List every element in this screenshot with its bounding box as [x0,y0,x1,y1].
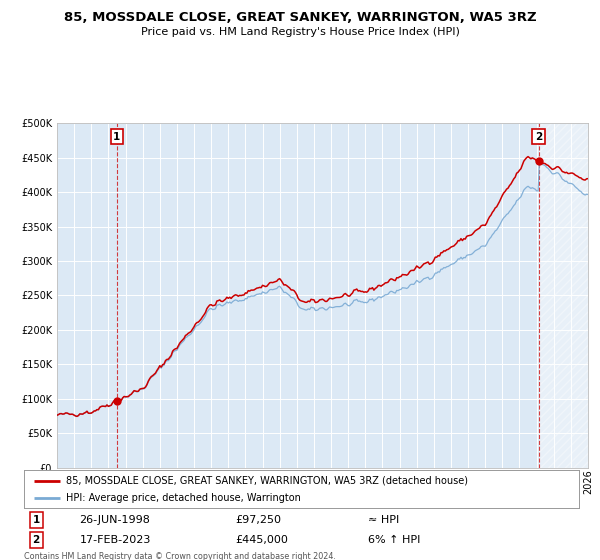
Text: 85, MOSSDALE CLOSE, GREAT SANKEY, WARRINGTON, WA5 3RZ: 85, MOSSDALE CLOSE, GREAT SANKEY, WARRIN… [64,11,536,24]
Text: 1: 1 [32,515,40,525]
Text: Price paid vs. HM Land Registry's House Price Index (HPI): Price paid vs. HM Land Registry's House … [140,27,460,37]
Text: 6% ↑ HPI: 6% ↑ HPI [368,535,421,545]
Text: Contains HM Land Registry data © Crown copyright and database right 2024.
This d: Contains HM Land Registry data © Crown c… [24,552,336,560]
Text: 1: 1 [113,132,121,142]
Text: 17-FEB-2023: 17-FEB-2023 [79,535,151,545]
Bar [539,123,588,468]
Text: 85, MOSSDALE CLOSE, GREAT SANKEY, WARRINGTON, WA5 3RZ (detached house): 85, MOSSDALE CLOSE, GREAT SANKEY, WARRIN… [65,475,467,486]
Text: £445,000: £445,000 [235,535,288,545]
Text: 26-JUN-1998: 26-JUN-1998 [79,515,151,525]
Text: HPI: Average price, detached house, Warrington: HPI: Average price, detached house, Warr… [65,493,301,503]
Text: 2: 2 [32,535,40,545]
Text: 2: 2 [535,132,542,142]
Text: ≈ HPI: ≈ HPI [368,515,400,525]
Text: £97,250: £97,250 [235,515,281,525]
